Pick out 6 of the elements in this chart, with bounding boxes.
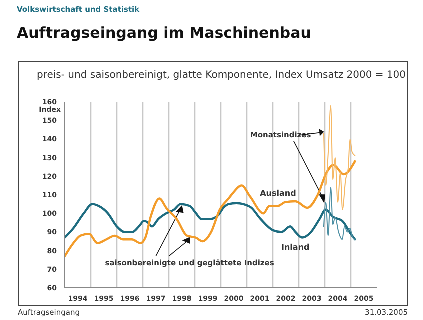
series-label: Ausland [260, 189, 297, 198]
series-label: Inland [282, 243, 310, 252]
chart-title: Auftragseingang im Maschinenbau [17, 24, 312, 42]
line-series [65, 202, 356, 241]
line-series [65, 160, 356, 258]
chart-subtitle: preis- und saisonbereinigt, glatte Komponente, Index Umsatz 2000 = 100 [37, 70, 406, 81]
